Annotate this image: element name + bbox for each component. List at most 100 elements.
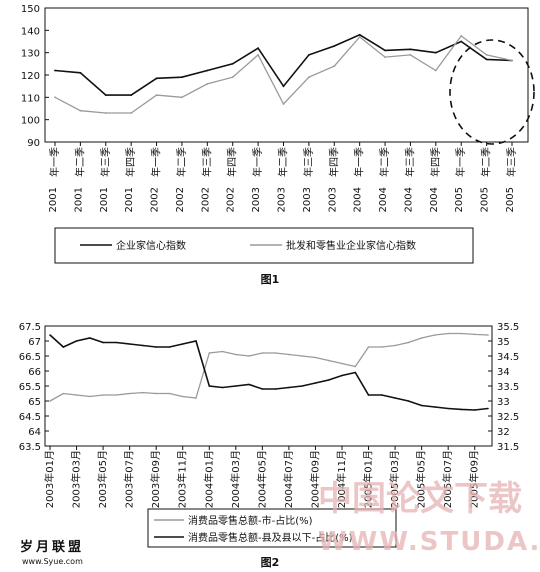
data-point — [460, 40, 463, 43]
data-point — [181, 96, 183, 99]
x-tick-quarter: 年三季 — [403, 147, 416, 177]
x-tick-quarter: 年一季 — [150, 147, 163, 177]
chart2-frame — [44, 325, 493, 447]
left-y-tick-label: 66 — [28, 367, 41, 378]
data-point — [261, 352, 264, 354]
x-tick-text: 2004年09月 — [308, 450, 321, 508]
data-point — [354, 371, 357, 374]
data-point — [155, 392, 157, 395]
x-tick-label: 年一季 2005 — [454, 147, 467, 212]
series-line-2 — [54, 34, 513, 114]
x-tick-quarter: 年四季 — [226, 147, 239, 177]
x-tick-label: 年三季 2003 — [302, 147, 315, 212]
data-point — [130, 112, 133, 114]
series-line-1 — [49, 332, 489, 402]
x-tick-text: 2003年05月 — [96, 450, 109, 508]
data-point — [54, 69, 56, 72]
brand-url: www.Syue.com — [22, 557, 83, 566]
left-y-tick-label: 67.5 — [19, 322, 41, 333]
x-tick-label: 2003年09月 — [149, 450, 162, 508]
chart1-legend: 企业家信心指数 批发和零售业企业家信心指数 — [54, 227, 474, 264]
x-tick-year: 2002 — [226, 187, 237, 212]
data-point — [195, 397, 197, 399]
x-tick-label: 年四季 2004 — [429, 147, 442, 212]
data-point — [75, 394, 78, 396]
y-tick-label: 140 — [21, 26, 40, 37]
data-point — [434, 51, 437, 54]
legend2-series1: 消费品零售总额-市-占比(%) — [188, 514, 313, 527]
x-tick-year: 2004 — [403, 187, 414, 212]
y-tick-label: 100 — [21, 116, 40, 127]
x-tick-quarter: 年二季 — [378, 147, 391, 177]
data-point — [327, 379, 330, 381]
data-point — [104, 112, 107, 114]
data-point — [434, 69, 437, 72]
data-point — [314, 356, 317, 359]
data-point — [115, 341, 118, 344]
data-point — [115, 394, 118, 396]
data-point — [231, 62, 234, 65]
x-tick-label: 年四季 2002 — [226, 147, 239, 212]
x-tick-year: 2004 — [429, 187, 440, 212]
x-tick-text: 2004年07月 — [282, 450, 295, 508]
data-point — [381, 394, 383, 396]
x-tick-label: 2004年05月 — [255, 450, 268, 508]
chart2-caption: 图2 — [261, 556, 280, 569]
right-y-tick-label: 32.5 — [497, 412, 519, 423]
chart1-lines — [54, 33, 513, 114]
x-tick-quarter: 年三季 — [302, 147, 315, 177]
y-tick-label: 90 — [27, 138, 40, 149]
data-point — [208, 352, 211, 354]
data-point — [367, 394, 370, 396]
data-point — [168, 392, 171, 395]
x-tick-quarter: 年三季 — [200, 147, 213, 177]
data-point — [142, 344, 144, 347]
x-tick-text: 2004年11月 — [335, 450, 348, 508]
data-point — [358, 36, 361, 38]
x-tick-label: 2004年01月 — [202, 450, 215, 508]
x-tick-label: 年三季 2001 — [99, 147, 112, 212]
right-y-tick-label: 34.5 — [497, 352, 519, 363]
x-tick-year: 2004 — [353, 187, 364, 212]
x-tick-year: 2003 — [327, 187, 338, 212]
x-tick-year: 2003 — [277, 187, 288, 212]
data-point — [511, 59, 513, 62]
x-tick-text: 2005年09月 — [468, 450, 481, 508]
left-y-tick-label: 64.5 — [19, 412, 41, 423]
data-point — [128, 343, 131, 345]
data-point — [420, 337, 423, 339]
x-tick-label: 2003年11月 — [176, 450, 189, 508]
data-point — [102, 394, 104, 396]
x-tick-label: 2005年03月 — [388, 450, 401, 508]
data-point — [79, 71, 82, 74]
chart2-legend: 消费品零售总额-市-占比(%) 消费品零售总额-县及县以下-占比(%) — [147, 508, 397, 548]
x-tick-label: 2005年09月 — [468, 450, 481, 508]
x-tick-quarter: 年四季 — [429, 147, 442, 177]
data-point — [485, 54, 488, 56]
chart2-lines — [49, 332, 489, 411]
x-tick-label: 年四季 2003 — [327, 147, 340, 212]
data-point — [235, 385, 237, 387]
x-tick-year: 2002 — [150, 187, 161, 212]
left-y-tick-label: 66.5 — [19, 352, 41, 363]
data-point — [288, 386, 290, 389]
data-point — [394, 344, 396, 347]
x-tick-label: 年四季 2001 — [124, 147, 137, 212]
y-tick-label: 110 — [21, 93, 40, 104]
x-tick-text: 2003年11月 — [176, 450, 189, 508]
x-tick-quarter: 年一季 — [251, 147, 264, 177]
x-tick-label: 2003年01月 — [43, 450, 56, 508]
data-point — [257, 47, 259, 50]
x-tick-year: 2001 — [99, 187, 110, 212]
x-tick-label: 年一季 2001 — [48, 147, 61, 212]
x-tick-quarter: 年二季 — [73, 147, 86, 177]
chart1-axes — [45, 7, 513, 146]
right-y-tick-label: 33 — [497, 397, 510, 408]
x-tick-label: 年三季 2005 — [505, 147, 518, 212]
x-tick-year: 2002 — [200, 187, 211, 212]
chart1-frame — [44, 7, 529, 143]
data-point — [288, 353, 290, 356]
x-tick-year: 2001 — [73, 187, 84, 212]
data-point — [155, 77, 158, 80]
